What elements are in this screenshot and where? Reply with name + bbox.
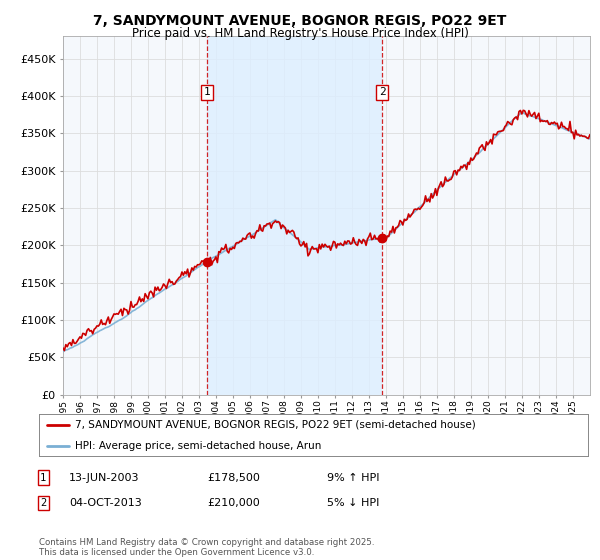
Text: 7, SANDYMOUNT AVENUE, BOGNOR REGIS, PO22 9ET: 7, SANDYMOUNT AVENUE, BOGNOR REGIS, PO22… (94, 14, 506, 28)
Text: Price paid vs. HM Land Registry's House Price Index (HPI): Price paid vs. HM Land Registry's House … (131, 27, 469, 40)
Text: 9% ↑ HPI: 9% ↑ HPI (327, 473, 380, 483)
Text: 5% ↓ HPI: 5% ↓ HPI (327, 498, 379, 508)
Text: HPI: Average price, semi-detached house, Arun: HPI: Average price, semi-detached house,… (74, 441, 321, 451)
Bar (207, 36, 382, 395)
Text: £210,000: £210,000 (207, 498, 260, 508)
Text: 1: 1 (203, 87, 210, 97)
Text: £178,500: £178,500 (207, 473, 260, 483)
Text: 2: 2 (40, 498, 46, 508)
Text: 1: 1 (40, 473, 46, 483)
Text: 13-JUN-2003: 13-JUN-2003 (69, 473, 139, 483)
Text: 04-OCT-2013: 04-OCT-2013 (69, 498, 142, 508)
Text: Contains HM Land Registry data © Crown copyright and database right 2025.
This d: Contains HM Land Registry data © Crown c… (39, 538, 374, 557)
Text: 7, SANDYMOUNT AVENUE, BOGNOR REGIS, PO22 9ET (semi-detached house): 7, SANDYMOUNT AVENUE, BOGNOR REGIS, PO22… (74, 420, 475, 430)
Text: 2: 2 (379, 87, 386, 97)
